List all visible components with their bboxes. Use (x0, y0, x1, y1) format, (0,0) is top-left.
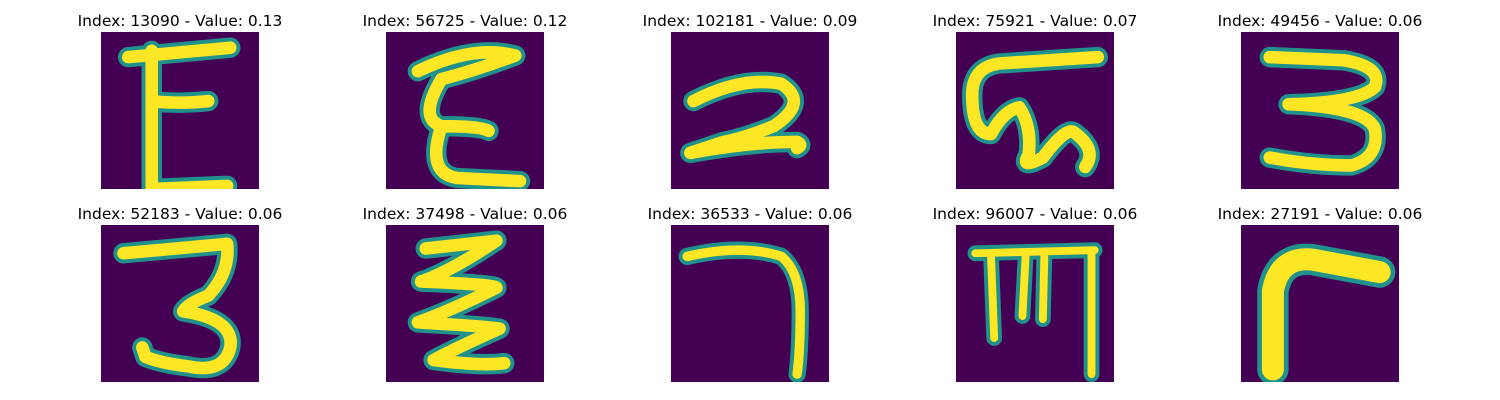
glyph-image (956, 32, 1114, 189)
glyph-3-drawing (1259, 46, 1387, 176)
glyph-r-drawing (1257, 243, 1396, 382)
tile-7: Index: 37498 - Value: 0.06 (345, 205, 585, 385)
tile-2: Index: 56725 - Value: 0.12 (345, 12, 585, 192)
tile-5: Index: 49456 - Value: 0.06 (1200, 12, 1440, 192)
glyph-image (956, 225, 1114, 382)
glyph-image (1241, 225, 1399, 382)
tile-title: Index: 13090 - Value: 0.13 (77, 12, 283, 30)
glyph-image (386, 32, 544, 189)
glyph-image (101, 32, 259, 189)
glyph-image (1241, 32, 1399, 189)
tile-title: Index: 37498 - Value: 0.06 (362, 205, 568, 223)
glyph-image (671, 32, 829, 189)
tile-title: Index: 36533 - Value: 0.06 (647, 205, 853, 223)
glyph-e-drawing (407, 42, 531, 189)
glyph-image (671, 225, 829, 382)
tile-title: Index: 52183 - Value: 0.06 (77, 205, 283, 223)
tile-title: Index: 49456 - Value: 0.06 (1217, 12, 1423, 30)
glyph-7-drawing (678, 241, 809, 382)
glyph-m-drawing (967, 242, 1103, 382)
glyph-3-drawing (113, 233, 241, 379)
tile-6: Index: 52183 - Value: 0.06 (60, 205, 300, 385)
glyph-omega-drawing (961, 46, 1109, 178)
tile-9: Index: 96007 - Value: 0.06 (915, 205, 1155, 385)
glyph-2-drawing (680, 71, 811, 164)
tile-1: Index: 13090 - Value: 0.13 (60, 12, 300, 192)
glyph-e-drawing (117, 37, 241, 189)
glyph-image (101, 225, 259, 382)
glyph-image (386, 225, 544, 382)
glyph-z-drawing (407, 230, 515, 375)
tile-4: Index: 75921 - Value: 0.07 (915, 12, 1155, 192)
tile-title: Index: 56725 - Value: 0.12 (362, 12, 568, 30)
tile-8: Index: 36533 - Value: 0.06 (630, 205, 870, 385)
tile-title: Index: 27191 - Value: 0.06 (1217, 205, 1423, 223)
tile-title: Index: 75921 - Value: 0.07 (932, 12, 1138, 30)
tile-title: Index: 96007 - Value: 0.06 (932, 205, 1138, 223)
tile-title: Index: 102181 - Value: 0.09 (642, 12, 858, 30)
tile-3: Index: 102181 - Value: 0.09 (630, 12, 870, 192)
tile-10: Index: 27191 - Value: 0.06 (1200, 205, 1440, 385)
